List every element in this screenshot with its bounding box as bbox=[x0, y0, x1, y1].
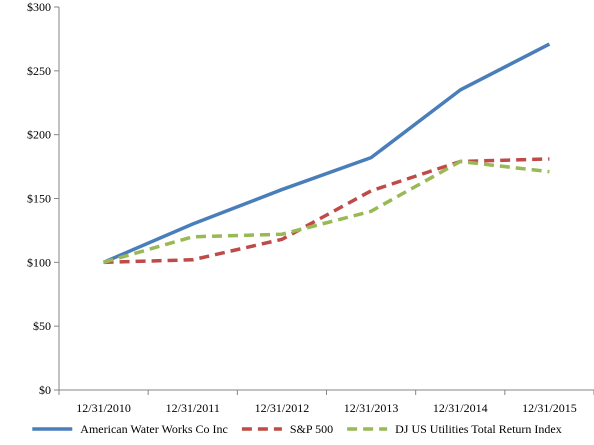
x-tick-label: 12/31/2012 bbox=[255, 401, 310, 415]
y-tick-label: $300 bbox=[27, 0, 51, 14]
y-tick-label: $50 bbox=[33, 319, 51, 333]
legend-label: S&P 500 bbox=[290, 422, 333, 436]
legend: American Water Works Co Inc S&P 500 DJ US … bbox=[32, 422, 562, 436]
legend-label: American Water Works Co Inc bbox=[80, 422, 228, 436]
series-lines bbox=[102, 42, 551, 265]
y-tick-label: $0 bbox=[39, 383, 51, 397]
legend-item: DJ US Utilities Total Return Index bbox=[347, 422, 562, 436]
y-tick-label: $150 bbox=[27, 192, 51, 206]
x-tick-label: 12/31/2010 bbox=[76, 401, 131, 415]
y-tick-label: $250 bbox=[27, 64, 51, 78]
x-tick-label: 12/31/2014 bbox=[433, 401, 488, 415]
axes: $0 $50 $100 $150 $200 $250 $300 12/31/2010 12/31… bbox=[27, 0, 594, 415]
x-tick-label: 12/31/2013 bbox=[344, 401, 399, 415]
legend-item: S&P 500 bbox=[241, 422, 333, 436]
series-line-1 bbox=[102, 42, 551, 264]
y-tick-label: $200 bbox=[27, 128, 51, 142]
y-tick-label: $100 bbox=[27, 255, 51, 269]
series-line-2 bbox=[103, 157, 550, 265]
x-tick-label: 12/31/2015 bbox=[522, 401, 577, 415]
legend-label: DJ US Utilities Total Return Index bbox=[395, 422, 562, 436]
series-line-3 bbox=[103, 159, 550, 265]
legend-item: American Water Works Co Inc bbox=[32, 422, 228, 436]
x-tick-label: 12/31/2011 bbox=[166, 401, 220, 415]
